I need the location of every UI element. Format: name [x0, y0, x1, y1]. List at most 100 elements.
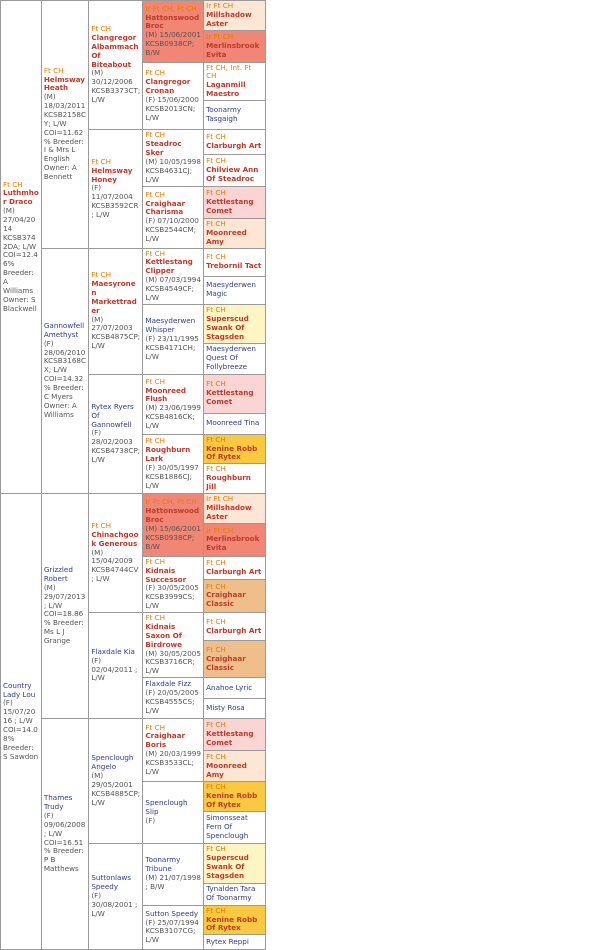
dog-name[interactable]: Maesyderwen Magic	[206, 280, 256, 299]
dog-name[interactable]: Misty Rosa	[206, 703, 245, 713]
g1-cell: Ft CH Luthmhor Draco (M) 27/04/2014 KCSB37…	[0, 0, 42, 494]
dog-name[interactable]: Simonsseat Fern Of Spenclough	[206, 812, 249, 840]
dog-name[interactable]: Kenine Robb Of Rytex	[206, 790, 258, 809]
dog-name[interactable]: Millshadow Aster	[206, 9, 252, 28]
dog-name[interactable]: Craighaar Boris	[145, 731, 186, 750]
dog-name[interactable]: Kenine Robb Of Rytex	[206, 443, 258, 462]
dog-details: (M) 30/12/2006 KCSB3373CT; L/W	[91, 68, 141, 105]
dog-name[interactable]: Moonreed Amy	[206, 227, 247, 246]
dog-name[interactable]: Trebornil Tact	[206, 261, 262, 271]
dog-name[interactable]: Rytex Reppi	[206, 936, 249, 946]
dog-name[interactable]: Helmsway Heath	[43, 74, 85, 93]
dog-name[interactable]: Laganmill Maestro	[206, 80, 246, 99]
dog-name[interactable]: Toonarmy Tasgaigh	[206, 105, 242, 124]
g4-cell: Ft CH Clangregor Cronan (F) 15/06/2000 KCS…	[142, 61, 205, 131]
g4-cell: Toonarmy Tribune (M) 21/07/1998 ; B/W	[142, 842, 205, 906]
dog-details: (F) 25/07/1994 KCSB3107CG; L/W	[145, 917, 199, 945]
title: Ft CH	[3, 179, 23, 189]
dog-name[interactable]: Hattonswood Broc	[145, 12, 200, 31]
g2-cell: Ft CH Helmsway Heath (M) 18/03/2011 KCSB21…	[40, 0, 90, 249]
dog-name[interactable]: Chinachgook Generous	[91, 529, 139, 548]
title: Ft CH	[206, 188, 226, 198]
dog-name[interactable]: Maesyderwen Whisper	[145, 316, 196, 334]
g4-cell: Ft CH Kidnais Saxon Of Birdrowe (M) 30/05/…	[142, 612, 205, 679]
dog-name[interactable]: Clarburgh Art	[206, 141, 262, 151]
dog-name[interactable]: Country Lady Lou	[3, 680, 36, 699]
dog-name[interactable]: Roughburn Jill	[206, 473, 251, 492]
dog-name[interactable]: Kidnais Saxon Of Birdrowe	[145, 621, 183, 649]
g2-cell: Gannowfell Amethyst (F) 28/06/2010 KCSB31…	[40, 247, 90, 494]
dog-name[interactable]: Kenine Robb Of Rytex	[206, 914, 258, 933]
dog-name[interactable]: Rytex Ryers Of Gannowfell	[91, 401, 134, 429]
g5-cell: Toonarmy Tasgaigh	[203, 100, 266, 131]
g3-cell: Spenclough Angelo (M) 29/05/2001 KCSB4885…	[88, 718, 144, 844]
dog-name[interactable]: Craighaar Classic	[206, 653, 246, 672]
dog-name[interactable]: Flaxdale Kia	[91, 646, 135, 656]
g4-cell: Maesyderwen Whisper (F) 23/11/1995 KCSB41…	[142, 303, 205, 375]
dog-name[interactable]: Kettlestang Comet	[206, 197, 254, 215]
dog-name[interactable]: Clarburgh Art	[206, 625, 262, 635]
dog-name[interactable]: Kettlestang Comet	[206, 388, 254, 407]
dog-details: (M) 15/06/2001 KCSB0938CP; B/W	[145, 523, 201, 551]
dog-name[interactable]: Sutton Speedy	[145, 908, 199, 918]
dog-name[interactable]: Thames Trudy	[43, 793, 73, 812]
title: Ft CH	[206, 464, 226, 474]
dog-name[interactable]: Chilview Ann Of Steadroc	[206, 165, 259, 183]
dog-name[interactable]: Clangregor Albammach Of Biteabout	[91, 33, 139, 69]
dog-details: (M) 27/04/2014 KCSB3742DA; L/W COI=12.46…	[3, 206, 38, 313]
dog-name[interactable]: Gannowfell Amethyst	[43, 321, 85, 339]
title: Ft CH	[145, 68, 166, 78]
dog-name[interactable]: Moonreed Flush	[145, 385, 186, 404]
title: Ft CH	[145, 556, 166, 566]
g4-cell: Ft CH Kettlestang Clipper (M) 07/03/1994 K…	[142, 247, 205, 305]
g4-cell: Ft CH Steadroc Sker (M) 10/05/1998 KCSB463…	[142, 129, 205, 188]
title: Ft CH	[145, 189, 166, 199]
title: Ft CH	[206, 751, 226, 761]
dog-name[interactable]: Craighaar Classic	[206, 590, 246, 609]
dog-name[interactable]: Superscud Swank Of Stagsden	[206, 853, 249, 881]
title: Ft CH	[206, 252, 226, 262]
title: Ft CH	[206, 844, 226, 854]
dog-name[interactable]: Maesyronen Markettrader	[91, 279, 137, 315]
dog-name[interactable]: Roughburn Lark	[145, 445, 191, 463]
dog-name[interactable]: Grizzled Robert	[43, 565, 73, 583]
dog-name[interactable]: Maesyderwen Quest Of Follybreeze	[206, 344, 256, 372]
dog-name[interactable]: Clarburgh Art	[206, 566, 262, 576]
title: Ft CH	[206, 616, 226, 626]
dog-name[interactable]: Moonreed Amy	[206, 760, 247, 779]
dog-name[interactable]: Flaxdale Fizz	[145, 679, 192, 689]
dog-name[interactable]: Kettlestang Clipper	[145, 257, 193, 276]
dog-name[interactable]: Luthmhor Draco	[3, 188, 39, 207]
dog-name[interactable]: Anahoe Lyric	[206, 682, 253, 692]
dog-name[interactable]: Superscud Swank Of Stagsden	[206, 313, 249, 341]
g2-cell: Thames Trudy (F) 09/06/2008 ; L/W COI=16.…	[40, 718, 90, 950]
title: Ft CH	[145, 722, 166, 732]
dog-name[interactable]: Moonreed Tina	[206, 418, 260, 428]
dog-name[interactable]: Craighaar Charisma	[145, 198, 186, 217]
dog-name[interactable]: Helmsway Honey	[91, 165, 133, 184]
dog-name[interactable]: Tynalden Tara Of Toonarmy	[206, 884, 256, 903]
g5-cell: Ft CH Superscud Swank Of Stagsden	[203, 842, 266, 884]
dog-name[interactable]: Merlinsbrook Evita	[206, 40, 260, 59]
dog-name[interactable]: Clangregor Cronan	[145, 77, 191, 95]
dog-name[interactable]: Spenclough Angelo	[91, 753, 134, 772]
title: Ft CH	[91, 520, 111, 530]
title: Ft CH	[206, 905, 226, 915]
dog-details: (M) 29/07/2013 ; L/W COI=18.86% Breeder:…	[43, 582, 86, 645]
dog-name[interactable]: Suttonlaws Speedy	[91, 873, 132, 892]
g4-cell: Ir Ft CH, Ft CH Hattonswood Broc (M) 15/06…	[142, 0, 205, 63]
dog-name[interactable]: Kidnais Successor	[145, 565, 187, 584]
dog-name[interactable]: Spenclough Slip	[145, 798, 188, 816]
dog-name[interactable]: Kettlestang Comet	[206, 729, 254, 747]
g5-cell: Ir Ft CH Merlinsbrook Evita	[203, 29, 266, 63]
dog-name[interactable]: Millshadow Aster	[206, 502, 252, 521]
dog-name[interactable]: Hattonswood Broc	[145, 506, 200, 525]
g5-cell: Ft CH, Int. Ft CH Laganmill Maestro	[203, 61, 266, 102]
dog-name[interactable]: Merlinsbrook Evita	[206, 534, 260, 553]
g5-cell: Simonsseat Fern Of Spenclough	[203, 810, 266, 844]
dog-name[interactable]: Steadroc Sker	[145, 139, 182, 158]
dog-name[interactable]: Toonarmy Tribune	[145, 855, 181, 874]
title: Ft CH	[91, 156, 111, 166]
g5-cell: Ft CH Craighaar Classic	[203, 578, 266, 614]
g3-cell: Ft CH Clangregor Albammach Of Biteabout (M…	[88, 0, 144, 131]
